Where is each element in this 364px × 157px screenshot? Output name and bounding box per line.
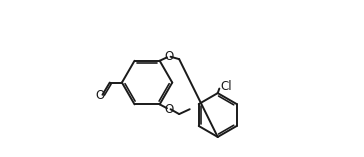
Text: Cl: Cl [221,80,232,93]
Text: O: O [164,103,173,116]
Text: O: O [164,50,173,63]
Text: O: O [95,89,104,102]
